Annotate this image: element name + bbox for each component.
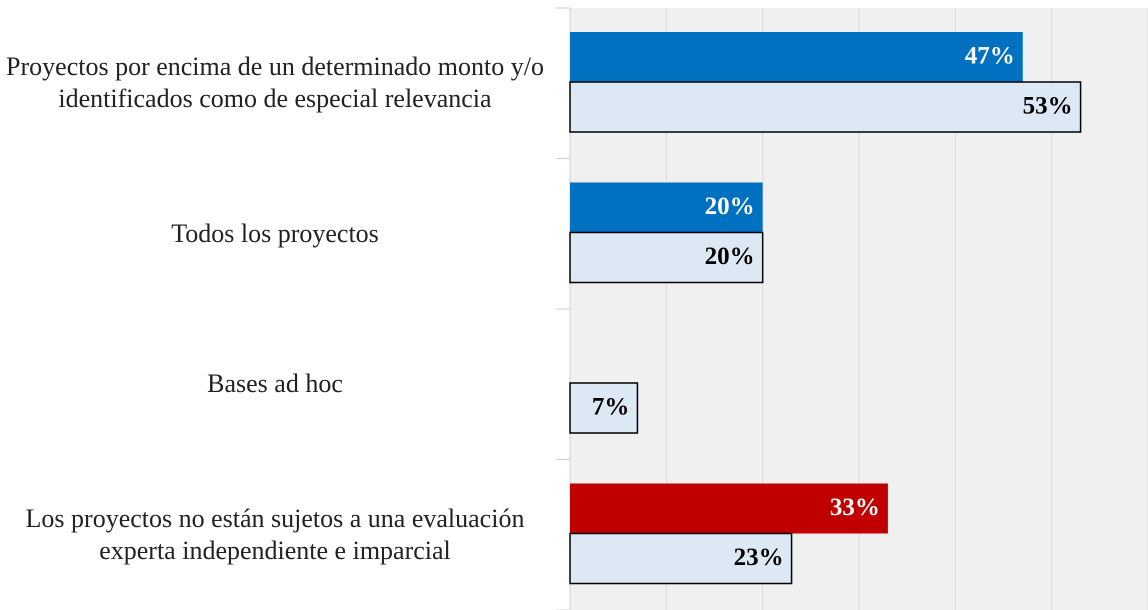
bar [569, 382, 639, 434]
category-label: Proyectos por encima de un determinado m… [6, 52, 544, 114]
category-label: Bases ad hoc [207, 369, 343, 399]
category-label: Los proyectos no están sujetos a una eva… [25, 503, 525, 565]
value-label: 20% [705, 193, 755, 220]
bar [569, 532, 793, 585]
category-label: Todos los proyectos [171, 218, 379, 248]
value-label: 53% [1023, 93, 1073, 120]
bar [569, 231, 764, 284]
value-label: 23% [734, 544, 784, 571]
bar [569, 81, 1082, 133]
bar [570, 483, 888, 534]
value-label: 47% [965, 43, 1015, 70]
value-label: 7% [592, 394, 630, 421]
bar [570, 182, 763, 233]
bar [570, 32, 1023, 82]
value-label: 33% [830, 494, 880, 521]
value-label: 20% [705, 243, 755, 270]
